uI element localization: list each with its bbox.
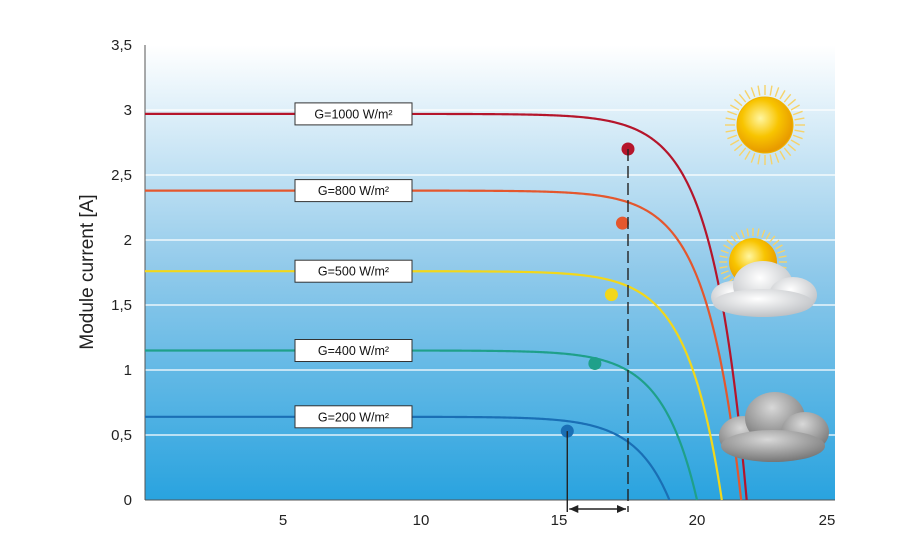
y-tick-label: 0,5 <box>111 427 132 444</box>
sun-icon <box>725 85 805 165</box>
sun-ray <box>761 229 766 238</box>
y-tick-label: 2 <box>124 232 132 249</box>
sun-ray <box>744 90 751 100</box>
mpp-point <box>615 216 629 230</box>
y-axis-label: Module current [A] <box>77 194 98 349</box>
series-line <box>145 349 699 501</box>
series-label-box <box>294 179 413 203</box>
annotation-layer <box>566 149 629 513</box>
sun-ray <box>787 98 797 107</box>
axes <box>144 45 835 501</box>
grid-lines <box>145 44 835 436</box>
series-label-box <box>294 102 413 126</box>
y-tick-label: 1 <box>124 362 132 379</box>
sun-ray <box>757 154 761 165</box>
sun-ray <box>794 117 805 121</box>
sun-ray <box>792 110 803 116</box>
sun-ray <box>730 235 737 243</box>
sun-ray <box>723 274 731 280</box>
sun-ray <box>738 93 747 103</box>
y-tick-label: 1,5 <box>111 297 132 314</box>
series-label-box <box>294 259 413 283</box>
sun-ray <box>730 104 740 111</box>
y-tick-label: 3 <box>124 102 132 119</box>
sun-ray <box>787 143 797 152</box>
arrow-head-left <box>569 505 579 513</box>
sun-ray <box>735 232 741 240</box>
x-tick-label: 25 <box>819 512 836 529</box>
series-label: G=400 W/m² <box>294 339 413 362</box>
series-layer: G=1000 W/m² G=800 W/m² G=500 W/m² G=400 W/m… <box>145 102 748 501</box>
series-label-text: G=200 W/m² <box>318 410 389 424</box>
sun-ray <box>733 143 743 152</box>
series-label: G=1000 W/m² <box>294 102 413 126</box>
sun-ray <box>775 244 783 250</box>
sun-ray <box>783 147 792 157</box>
sun-ray <box>738 147 747 157</box>
sun-behind-cloud-icon <box>711 228 817 317</box>
series-line <box>145 270 723 501</box>
x-tick-label: 5 <box>279 512 287 529</box>
sun-ray <box>723 244 731 250</box>
sun-ray <box>779 90 786 100</box>
series-label-text: G=1000 W/m² <box>314 107 392 121</box>
y-tick-label: 3,5 <box>111 37 132 54</box>
series-label-text: G=500 W/m² <box>318 265 389 279</box>
sun-ray <box>750 152 756 163</box>
sun-ray <box>726 239 734 246</box>
dark-cloud-icon <box>719 392 829 462</box>
sun-ray <box>720 270 729 275</box>
sun-ray <box>730 139 740 146</box>
sun-ray <box>779 150 786 160</box>
sun-ray <box>750 87 756 98</box>
sun-ray <box>774 87 780 98</box>
sun-ray <box>756 228 760 237</box>
sun-ray <box>719 265 728 269</box>
sun-ray <box>790 139 800 146</box>
sun-ray <box>765 232 771 240</box>
sun-ray <box>774 152 780 163</box>
tick-labels: 0 0,5 1 1,5 2 2,5 3 3,5 5 10 15 20 25 <box>111 37 835 529</box>
sun-ray <box>757 85 761 96</box>
sun-ray <box>746 228 750 237</box>
sun-ray <box>769 235 776 243</box>
sun-ray <box>744 150 751 160</box>
y-tick-label: 2,5 <box>111 167 132 184</box>
x-tick-label: 20 <box>689 512 706 529</box>
series-line <box>145 112 748 501</box>
sun-ray <box>725 117 736 121</box>
series-label-text: G=800 W/m² <box>318 184 389 198</box>
sun-ray <box>783 93 792 103</box>
sun-ray <box>720 249 729 254</box>
sun-ray <box>769 85 773 96</box>
y-tick-label: 0 <box>124 492 132 509</box>
sun-ray <box>769 154 773 165</box>
sun-ray <box>790 104 800 111</box>
sun-ray <box>733 98 743 107</box>
sun-ray <box>778 255 787 259</box>
sun-ray <box>792 134 803 140</box>
mpp-point <box>604 288 618 302</box>
series-label-box <box>294 339 413 362</box>
sun-ray <box>725 129 736 133</box>
series-label-box <box>294 405 413 429</box>
series-label: G=500 W/m² <box>294 259 413 283</box>
sun-ray <box>777 249 786 254</box>
mpp-point <box>588 357 602 370</box>
series-label: G=200 W/m² <box>294 405 413 429</box>
sun-ray <box>772 239 780 246</box>
sun-ray <box>740 229 745 238</box>
x-tick-label: 10 <box>413 512 430 529</box>
series-line <box>145 189 743 501</box>
series-label: G=800 W/m² <box>294 179 413 203</box>
sun-ray <box>719 255 728 259</box>
x-tick-label: 15 <box>551 512 568 529</box>
sun-ray <box>727 134 738 140</box>
sun-ray <box>727 110 738 116</box>
arrow-head-right <box>617 505 626 513</box>
sun-ray <box>794 129 805 133</box>
series-label-text: G=400 W/m² <box>318 344 389 358</box>
